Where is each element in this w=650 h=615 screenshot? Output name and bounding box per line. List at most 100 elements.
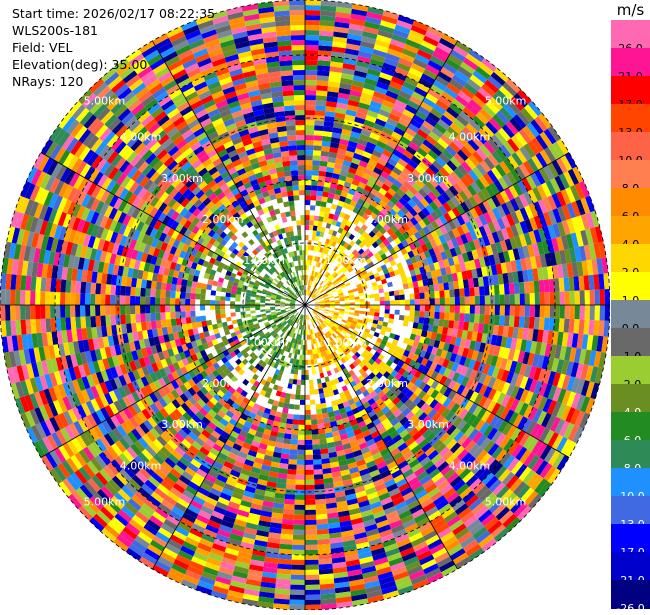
velocity-gate xyxy=(288,454,298,460)
velocity-gate xyxy=(81,402,92,417)
velocity-gate xyxy=(409,208,418,217)
velocity-gate xyxy=(241,598,259,607)
velocity-gate xyxy=(445,335,452,344)
velocity-gate xyxy=(352,317,359,322)
velocity-gate xyxy=(490,462,504,476)
velocity-gate xyxy=(384,309,390,314)
velocity-gate xyxy=(452,372,461,383)
velocity-gate xyxy=(318,216,324,222)
velocity-gate xyxy=(504,294,510,305)
velocity-gate xyxy=(446,82,461,95)
velocity-gate xyxy=(315,332,320,338)
velocity-gate xyxy=(324,376,330,383)
velocity-gate xyxy=(596,258,604,275)
velocity-gate xyxy=(475,449,488,463)
velocity-gate xyxy=(345,353,352,360)
velocity-gate xyxy=(314,393,320,400)
velocity-gate xyxy=(438,283,445,291)
velocity-gate xyxy=(503,141,516,156)
velocity-gate xyxy=(383,543,399,553)
velocity-gate xyxy=(298,314,302,319)
velocity-gate xyxy=(273,416,282,423)
velocity-gate xyxy=(218,341,225,349)
velocity-gate xyxy=(139,422,150,434)
velocity-gate xyxy=(389,216,398,225)
velocity-gate xyxy=(317,60,331,67)
velocity-gate xyxy=(161,499,175,511)
velocity-gate xyxy=(430,453,443,465)
velocity-gate xyxy=(505,200,516,214)
velocity-gate xyxy=(580,380,590,397)
velocity-gate xyxy=(345,339,352,346)
velocity-gate xyxy=(340,396,348,403)
velocity-gate xyxy=(262,343,269,350)
velocity-gate xyxy=(279,538,293,545)
velocity-gate xyxy=(180,517,194,528)
velocity-gate xyxy=(221,356,229,364)
velocity-gate xyxy=(370,339,377,345)
velocity-gate xyxy=(14,397,25,415)
velocity-gate xyxy=(291,559,305,565)
velocity-gate xyxy=(339,308,345,312)
velocity-gate xyxy=(305,414,311,420)
velocity-gate xyxy=(412,340,420,348)
velocity-gate xyxy=(223,552,238,561)
velocity-gate xyxy=(373,91,386,100)
velocity-gate xyxy=(377,426,387,435)
velocity-gate xyxy=(286,309,291,313)
velocity-gate xyxy=(108,378,118,391)
velocity-gate xyxy=(214,332,221,339)
velocity-gate xyxy=(543,429,555,445)
velocity-gate xyxy=(398,234,406,243)
velocity-gate xyxy=(246,416,255,424)
velocity-gate xyxy=(273,497,285,504)
velocity-gate xyxy=(197,420,208,430)
velocity-gate xyxy=(409,305,415,311)
velocity-gate xyxy=(468,428,479,441)
velocity-gate xyxy=(227,371,235,380)
velocity-gate xyxy=(367,333,374,339)
velocity-gate xyxy=(328,522,341,529)
velocity-gate xyxy=(352,527,366,535)
velocity-gate xyxy=(326,337,332,343)
velocity-gate xyxy=(469,229,478,241)
velocity-gate xyxy=(275,583,291,590)
velocity-gate xyxy=(227,324,234,330)
velocity-gate xyxy=(578,319,585,335)
velocity-gate xyxy=(121,485,135,499)
velocity-gate xyxy=(310,318,314,324)
velocity-gate xyxy=(227,379,235,387)
velocity-gate xyxy=(483,424,494,438)
velocity-gate xyxy=(456,215,466,226)
velocity-gate xyxy=(305,464,314,470)
velocity-gate xyxy=(403,556,419,567)
velocity-gate xyxy=(476,407,487,420)
velocity-gate xyxy=(194,423,205,434)
velocity-gate xyxy=(322,468,332,475)
velocity-gate xyxy=(481,333,488,344)
velocity-gate xyxy=(393,269,401,276)
velocity-gate xyxy=(450,196,461,207)
velocity-gate xyxy=(284,346,289,352)
velocity-gate xyxy=(237,368,245,376)
velocity-gate xyxy=(329,263,335,269)
velocity-gate xyxy=(344,48,360,56)
velocity-gate xyxy=(332,566,348,574)
velocity-gate xyxy=(251,317,258,322)
velocity-gate xyxy=(281,333,286,339)
velocity-gate xyxy=(500,240,508,252)
velocity-gate xyxy=(92,425,104,439)
velocity-gate xyxy=(392,396,401,406)
velocity-gate xyxy=(330,203,338,210)
velocity-gate xyxy=(292,322,296,328)
velocity-gate xyxy=(45,452,58,469)
velocity-gate xyxy=(466,330,473,341)
velocity-gate xyxy=(478,373,487,385)
velocity-gate xyxy=(541,182,552,198)
velocity-gate xyxy=(311,424,319,430)
velocity-gate xyxy=(405,176,416,187)
velocity-gate xyxy=(526,472,540,488)
velocity-gate xyxy=(428,338,436,347)
velocity-gate xyxy=(603,273,610,290)
velocity-gate xyxy=(361,429,371,438)
